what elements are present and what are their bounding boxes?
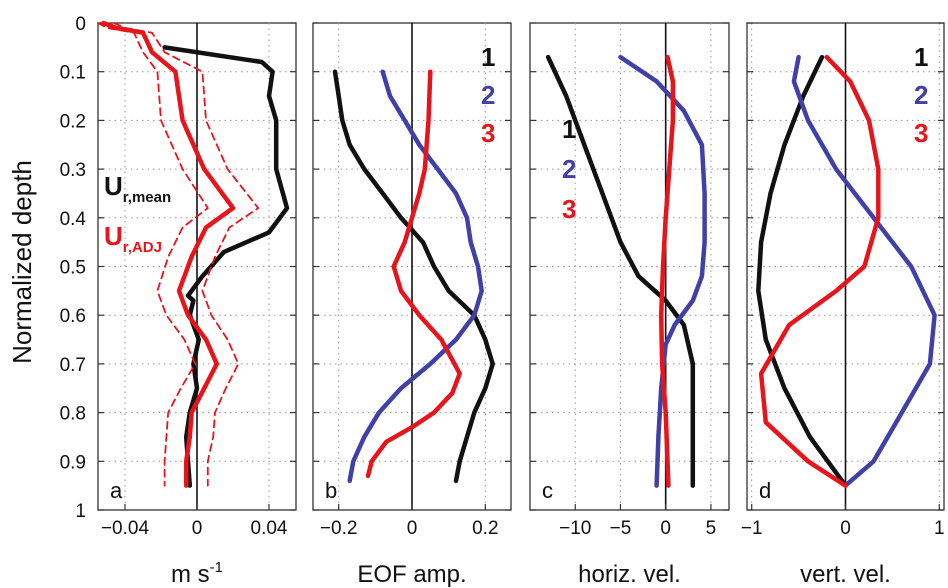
- x-tick-label: −0.2: [320, 518, 358, 539]
- legend-entry-red: 3: [481, 118, 495, 148]
- legend-entry-blue: 2: [914, 80, 928, 110]
- series-line-blue: [791, 54, 937, 488]
- x-axis-label: m s-1: [171, 559, 223, 588]
- series-line-black: [332, 69, 495, 484]
- x-axis-label: horiz. vel.: [578, 561, 681, 588]
- y-tick-label: 0.9: [60, 452, 86, 473]
- y-tick-label: 0.1: [60, 63, 86, 84]
- series-line-red: [758, 54, 881, 488]
- series-line-black: [545, 54, 696, 488]
- y-tick-label: 0.3: [60, 160, 86, 181]
- legend-entry-blue: 2: [562, 154, 576, 184]
- x-tick-label: 0: [840, 518, 851, 539]
- x-tick-label: 1: [934, 518, 945, 539]
- series-line-black: [162, 45, 290, 488]
- panel-label: d: [759, 478, 771, 503]
- legend-entry-blue: 2: [481, 80, 495, 110]
- panel-label: b: [325, 478, 337, 503]
- series-line-red: [658, 54, 676, 488]
- legend-entry-red: 3: [914, 118, 928, 148]
- y-tick-label: 0.2: [60, 111, 86, 132]
- series-line-red-dashed: [97, 22, 209, 487]
- y-tick-label: 0.6: [60, 306, 86, 327]
- series-line-red: [101, 20, 236, 488]
- legend-entry-black: 1: [481, 42, 495, 72]
- y-axis-label: Normalized depth: [7, 160, 37, 364]
- legend-entry-label: 1: [562, 114, 576, 144]
- x-axis-label-superscript: -1: [210, 559, 223, 576]
- legend-entry-red: Ur,ADJ: [104, 221, 162, 256]
- series-line-blue: [347, 69, 484, 484]
- legend-entry-subscript: r,mean: [123, 189, 171, 206]
- x-tick-label: −1: [741, 518, 763, 539]
- panel-label: c: [542, 478, 553, 503]
- x-tick-label: 0: [660, 518, 671, 539]
- y-tick-label: 0.4: [60, 209, 87, 230]
- legend-entry-black: 1: [562, 114, 576, 144]
- legend-entry-subscript: r,ADJ: [123, 239, 162, 256]
- y-tick-label: 0: [75, 14, 86, 35]
- x-axis-label-main: m s: [171, 561, 210, 588]
- x-tick-label: −10: [559, 518, 591, 539]
- legend-entry-label: U: [104, 221, 123, 251]
- x-tick-label: −0.04: [101, 518, 150, 539]
- legend-entry-black: 1: [914, 42, 928, 72]
- x-tick-label: 0.04: [251, 518, 288, 539]
- legend-entry-label: 3: [481, 118, 495, 148]
- y-tick-label: 0.5: [60, 258, 86, 279]
- x-tick-label: 0: [192, 518, 203, 539]
- legend-entry-label: 2: [481, 80, 495, 110]
- legend-entry-label: 2: [562, 154, 576, 184]
- y-tick-label: 0.7: [60, 355, 86, 376]
- y-tick-label: 0.8: [60, 404, 86, 425]
- series-line-red-dashed: [113, 22, 260, 487]
- x-tick-label: 5: [706, 518, 717, 539]
- x-axis-label: EOF amp.: [357, 561, 466, 588]
- legend-entry-label: U: [104, 171, 123, 201]
- series-line-red: [365, 69, 462, 479]
- legend-entry-label: 3: [914, 118, 928, 148]
- x-tick-label: 0.2: [472, 518, 498, 539]
- legend-entry-red: 3: [562, 194, 576, 224]
- legend-entry-label: 2: [914, 80, 928, 110]
- legend-entry-label: 1: [481, 42, 495, 72]
- y-tick-label: 1: [75, 501, 86, 522]
- legend-entry-label: 1: [914, 42, 928, 72]
- x-axis-label: vert. vel.: [800, 561, 891, 588]
- legend-entry-black: Ur,mean: [104, 171, 171, 206]
- series-line-black: [756, 54, 848, 488]
- panel-label: a: [110, 478, 123, 503]
- series-line-blue: [618, 54, 707, 488]
- legend-entry-label: 3: [562, 194, 576, 224]
- x-tick-label: −5: [610, 518, 632, 539]
- x-tick-label: 0: [407, 518, 418, 539]
